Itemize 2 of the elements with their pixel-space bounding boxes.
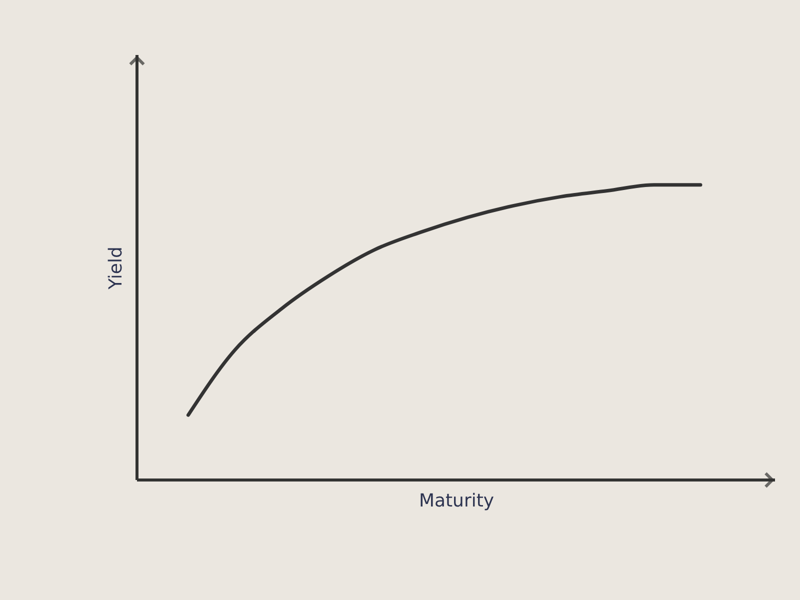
x-axis-title: Maturity [418, 490, 494, 512]
y-axis-title: Yield [106, 246, 126, 290]
